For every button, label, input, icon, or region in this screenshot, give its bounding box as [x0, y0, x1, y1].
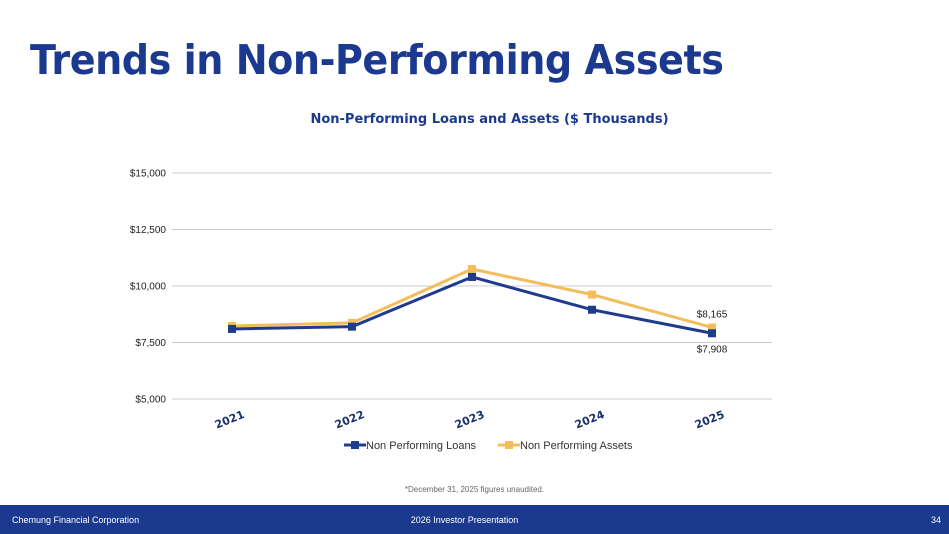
footer-presentation: 2026 Investor Presentation: [410, 515, 519, 525]
legend-label: Non Performing Loans: [366, 440, 477, 452]
x-tick-label: 2023: [453, 408, 486, 432]
x-tick-label: 2024: [573, 408, 607, 432]
y-tick-label: $5,000: [135, 395, 166, 406]
x-tick-label: 2021: [213, 408, 246, 432]
x-tick-label: 2025: [693, 408, 726, 432]
legend-label: Non Performing Assets: [520, 440, 633, 452]
y-tick-label: $12,500: [130, 225, 167, 236]
footer-company: Chemung Financial Corporation: [12, 515, 140, 525]
footnote: *December 31, 2025 figures unaudited.: [404, 485, 545, 494]
data-label: $7,908: [697, 344, 728, 355]
y-tick-label: $7,500: [135, 338, 166, 349]
data-point-marker: [468, 265, 476, 274]
data-point-marker: [228, 324, 236, 333]
data-point-marker: [708, 329, 716, 338]
footer-bar: Chemung Financial Corporation 2026 Inves…: [0, 505, 949, 534]
y-tick-label: $15,000: [130, 169, 167, 180]
data-point-marker: [708, 323, 716, 332]
chart-title: Non-Performing Loans and Assets ($ Thous…: [310, 112, 669, 127]
data-point-marker: [348, 322, 356, 331]
legend-swatch-marker: [505, 441, 513, 449]
page-title: Trends in Non-Performing Assets: [30, 36, 724, 84]
page-number: 34: [930, 515, 941, 525]
data-point-marker: [468, 272, 476, 281]
data-point-marker: [588, 290, 596, 299]
legend-swatch-marker: [351, 441, 359, 449]
y-tick-label: $10,000: [130, 282, 167, 293]
data-point-marker: [588, 305, 596, 314]
x-tick-label: 2022: [333, 408, 366, 432]
data-label: $8,165: [697, 309, 728, 320]
